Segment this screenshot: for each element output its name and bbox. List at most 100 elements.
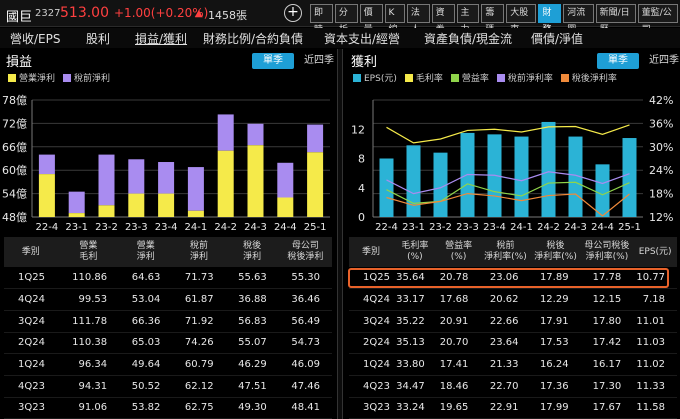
column-header[interactable]: 母公司稅後 淨利率(%)	[580, 237, 634, 267]
legend-item[interactable]: 營業淨利	[8, 71, 55, 84]
add-watchlist-button[interactable]: +	[284, 4, 302, 22]
legend-item[interactable]: EPS(元)	[353, 71, 397, 84]
column-header[interactable]: 季別	[4, 237, 58, 267]
top-tab-10[interactable]: 河流圖	[563, 4, 594, 35]
bar-pretax-22-4[interactable]	[38, 154, 55, 175]
top-tab-2[interactable]: 價量	[359, 4, 383, 35]
line-pretax-margin[interactable]	[386, 171, 630, 195]
bar-pretax-24-4[interactable]	[277, 162, 294, 198]
top-tab-7[interactable]: 籌碼	[481, 4, 505, 35]
bar-operating-23-4[interactable]	[158, 193, 175, 217]
quarterly-button[interactable]: 單季	[597, 53, 639, 69]
column-header[interactable]: 稅前 淨利率(%)	[480, 237, 531, 267]
bar-pretax-24-2[interactable]	[217, 114, 234, 151]
top-tab-11[interactable]: 新聞/日曆	[595, 4, 636, 35]
bar-eps-24-1[interactable]	[514, 136, 529, 217]
table-row[interactable]: 4Q23 94.31 50.52 62.12 47.51 47.46	[4, 375, 332, 398]
column-header[interactable]: 稅後 淨利	[225, 237, 279, 267]
quarterly-button[interactable]: 單季	[252, 53, 294, 69]
table-row[interactable]: 2Q24 35.13 20.70 23.64 17.53 17.42 11.03	[349, 332, 677, 355]
bar-pretax-24-3[interactable]	[247, 123, 264, 146]
top-tab-0[interactable]: 即時	[310, 4, 333, 35]
legend-swatch	[404, 73, 413, 82]
column-header[interactable]: 稅前 淨利	[172, 237, 226, 267]
bar-operating-25-1[interactable]	[307, 152, 324, 217]
section-tab-6[interactable]: 價債/淨值	[531, 32, 584, 46]
section-tab-5[interactable]: 資產負債/現金流	[424, 32, 513, 46]
column-header[interactable]: 營益率 (%)	[436, 237, 481, 267]
column-header[interactable]: EPS(元)	[633, 237, 677, 267]
table-row[interactable]: 1Q24 96.34 49.64 60.79 46.29 46.09	[4, 353, 332, 376]
table-row[interactable]: 1Q25 110.86 64.63 71.73 55.63 55.30	[4, 267, 332, 290]
legend-item[interactable]: 稅前淨利率	[496, 71, 553, 84]
top-tab-3[interactable]: K線	[384, 4, 405, 35]
legend-item[interactable]: 稅前淨利	[63, 71, 110, 84]
table-row[interactable]: 4Q24 33.17 17.68 20.62 12.29 12.15 7.18	[349, 288, 677, 311]
quarter-cell: 3Q23	[349, 397, 394, 419]
bar-operating-23-3[interactable]	[128, 193, 145, 217]
bar-operating-24-2[interactable]	[217, 150, 234, 217]
table-row[interactable]: 3Q23 91.06 53.82 62.75 49.30 48.41	[4, 397, 332, 419]
bar-pretax-23-3[interactable]	[128, 159, 145, 194]
line-gross-margin[interactable]	[386, 124, 630, 144]
value-cell: 46.29	[225, 353, 279, 376]
value-cell: 11.03	[633, 332, 677, 355]
table-row[interactable]: 4Q23 34.47 18.46 22.70 17.36 17.30 11.33	[349, 375, 677, 398]
bar-pretax-23-1[interactable]	[68, 191, 85, 214]
section-tab-2[interactable]: 損益/獲利	[135, 32, 188, 46]
section-tab-3[interactable]: 財務比例/合約負債	[203, 32, 304, 46]
column-header[interactable]: 營業 毛利	[57, 237, 120, 267]
bar-operating-24-1[interactable]	[187, 210, 204, 217]
top-tab-6[interactable]: 主力	[456, 4, 480, 35]
top-tab-9[interactable]: 財務	[538, 4, 562, 35]
value-cell: 48.41	[278, 397, 332, 419]
line-net-margin[interactable]	[386, 192, 630, 217]
legend-label: EPS(元)	[364, 74, 397, 84]
top-tab-1[interactable]: 分析	[334, 4, 358, 35]
bar-operating-24-3[interactable]	[247, 145, 264, 217]
bar-operating-23-1[interactable]	[68, 213, 85, 217]
bar-eps-24-2[interactable]	[541, 121, 556, 217]
bar-pretax-24-1[interactable]	[187, 167, 204, 211]
top-tab-5[interactable]: 資券	[431, 4, 455, 35]
table-row[interactable]: 1Q24 33.80 17.41 21.33 16.24 16.17 11.02	[349, 353, 677, 376]
bar-pretax-23-2[interactable]	[98, 154, 115, 206]
top-tab-4[interactable]: 法人	[406, 4, 430, 35]
section-tab-0[interactable]: 營收/EPS	[10, 32, 61, 46]
trailing-four-button[interactable]: 近四季	[649, 55, 679, 66]
trailing-four-button[interactable]: 近四季	[304, 55, 334, 66]
bar-eps-23-1[interactable]	[406, 145, 421, 217]
bar-pretax-23-4[interactable]	[158, 162, 175, 194]
y-tick-label: 54億	[2, 188, 27, 201]
top-tab-12[interactable]: 董監/公司	[637, 4, 678, 35]
value-cell: 110.86	[57, 267, 120, 290]
table-row[interactable]: 1Q25 35.64 20.78 23.06 17.89 17.78 10.77	[349, 267, 677, 290]
bar-operating-22-4[interactable]	[38, 174, 55, 217]
column-header[interactable]: 營業 淨利	[119, 237, 173, 267]
legend-item[interactable]: 營益率	[450, 71, 489, 84]
bar-pretax-25-1[interactable]	[307, 124, 324, 153]
bar-eps-24-4[interactable]	[595, 164, 610, 217]
table-row[interactable]: 3Q24 111.78 66.36 71.92 56.83 56.49	[4, 310, 332, 333]
table-row[interactable]: 3Q23 33.24 19.65 22.91 17.99 17.67 11.58	[349, 397, 677, 419]
table-row[interactable]: 3Q24 35.22 20.91 22.66 17.91 17.80 11.01	[349, 310, 677, 333]
column-header[interactable]: 稅後 淨利率(%)	[530, 237, 581, 267]
section-tab-1[interactable]: 股利	[86, 32, 111, 46]
line-operating-margin[interactable]	[386, 181, 630, 204]
x-tick-label: 23-2	[429, 222, 452, 233]
legend-item[interactable]: 稅後淨利率	[560, 71, 617, 84]
column-header[interactable]: 季別	[349, 237, 394, 267]
section-tab-4[interactable]: 資本支出/經營	[324, 32, 401, 46]
table-row[interactable]: 2Q24 110.38 65.03 74.26 55.07 54.73	[4, 332, 332, 355]
column-header[interactable]: 毛利率 (%)	[393, 237, 437, 267]
top-tab-8[interactable]: 大股東	[506, 4, 537, 35]
bar-eps-22-4[interactable]	[379, 158, 394, 218]
table-header-row: 季別 營業 毛利 營業 淨利 稅前 淨利 稅後 淨利 母公司 稅後淨利	[4, 237, 332, 267]
bar-eps-25-1[interactable]	[622, 138, 637, 217]
table-row[interactable]: 4Q24 99.53 53.04 61.87 36.88 36.46	[4, 288, 332, 311]
bar-operating-23-2[interactable]	[98, 205, 115, 217]
column-header[interactable]: 母公司 稅後淨利	[278, 237, 332, 267]
bar-operating-24-4[interactable]	[277, 197, 294, 218]
panel-divider[interactable]	[337, 49, 343, 419]
legend-item[interactable]: 毛利率	[404, 71, 443, 84]
